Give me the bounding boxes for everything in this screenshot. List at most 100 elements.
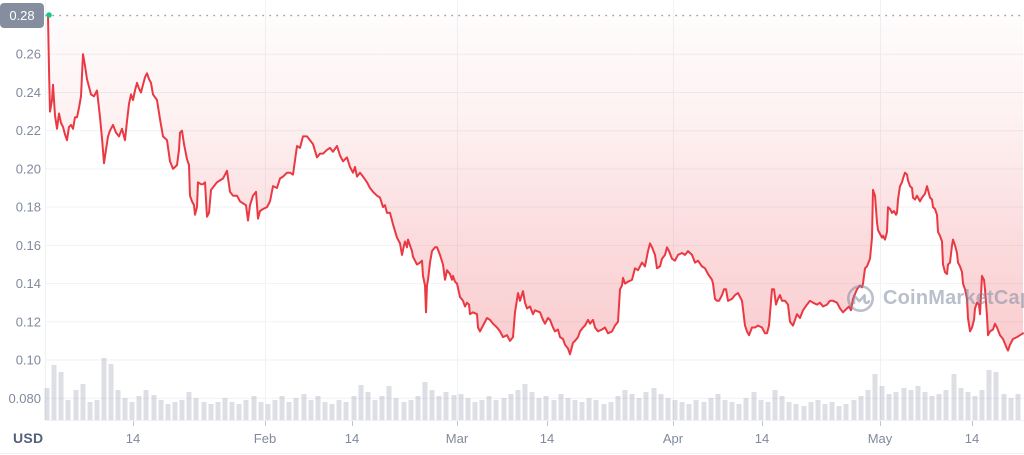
series-start-dot [46,12,52,18]
volume-bar [186,392,192,420]
volume-bar [94,400,100,420]
volume-bar [536,398,542,420]
volume-bar [493,400,499,420]
volume-bar [351,396,357,420]
volume-bar [679,402,685,420]
volume-bar [251,396,257,420]
volume-bar [44,388,50,420]
volume-bar [743,398,749,420]
volume-bar [751,392,757,420]
volume-bar [608,402,614,420]
volume-bar [265,404,271,420]
volume-bar [522,384,528,420]
volume-bar [772,390,778,420]
volume-bar [87,402,93,420]
volume-bar [708,398,714,420]
volume-bar [986,370,992,420]
volume-bar [815,400,821,420]
volume-bar [943,390,949,420]
volume-bar [315,396,321,420]
volume-bar [879,386,885,420]
x-axis-label: Apr [663,431,684,446]
volume-bar [479,400,485,420]
y-axis-label: 0.24 [16,85,41,100]
price-line [47,15,1024,356]
y-axis-label: 0.12 [16,314,41,329]
volume-bar [779,396,785,420]
price-area [48,16,1023,355]
volume-bar [993,372,999,420]
volume-bar [193,398,199,420]
volume-bar [58,372,64,420]
volume-bar [458,394,464,420]
volume-bar [736,404,742,420]
volume-bar [358,385,364,420]
volume-bar [501,398,507,420]
volume-bar [151,395,157,420]
volume-bar [80,384,86,420]
volume-bar [622,390,628,420]
volume-bar [1015,394,1021,420]
volume-bar [1001,394,1007,420]
volume-bar [215,402,221,420]
volume-bar [236,404,242,420]
coinmarketcap-logo-icon [847,285,874,312]
x-axis-label: 14 [345,431,359,446]
volume-bar [565,398,571,420]
volume-bar [51,365,57,420]
volume-bar [451,395,457,420]
y-axis-label: 0.26 [16,47,41,62]
volume-bar [922,392,928,420]
volume-bar [329,404,335,420]
volume-bar [472,402,478,420]
volume-bar [286,402,292,420]
volume-bar [572,400,578,420]
volume-bar [486,396,492,420]
volume-bar [129,402,135,420]
volume-bar [793,404,799,420]
volume-bar [965,392,971,420]
volume-bar [936,394,942,420]
volume-bar [136,396,142,420]
y-axis-label: 0.16 [16,238,41,253]
volume-bar [843,404,849,420]
volume-bar [593,400,599,420]
volume-bar [201,402,207,420]
y-axis-label: 0.080 [8,391,41,406]
high-price-label: 0.28 [0,3,44,28]
volume-bar [851,400,857,420]
y-axis-label: 0.10 [16,353,41,368]
volume-bar [586,398,592,420]
volume-bar [715,394,721,420]
x-axis-label: Mar [446,431,469,446]
volume-bar [322,402,328,420]
volume-bar [601,404,607,420]
volume-bar [665,398,671,420]
volume-bar [786,402,792,420]
high-price-value: 0.28 [9,8,35,23]
volume-bar [408,400,414,420]
volume-bar [422,382,428,420]
volume-bar [822,404,828,420]
x-axis-label: 14 [755,431,769,446]
volume-bar [701,402,707,420]
volume-bar [808,402,814,420]
volume-bar [958,388,964,420]
volume-bar [558,394,564,420]
watermark: CoinMarketCap [845,283,1024,314]
volume-bar [401,402,407,420]
x-axis-label: 14 [540,431,554,446]
volume-bar [365,392,371,420]
x-axis-label: Feb [254,431,276,446]
volume-bar [158,400,164,420]
volume-bar [179,400,185,420]
volume-bar [386,386,392,420]
volume-bar [393,398,399,420]
watermark-text: CoinMarketCap [883,287,1024,309]
volume-bar [722,400,728,420]
volume-bar [901,388,907,420]
volume-bar [858,396,864,420]
volume-bar [65,400,71,420]
